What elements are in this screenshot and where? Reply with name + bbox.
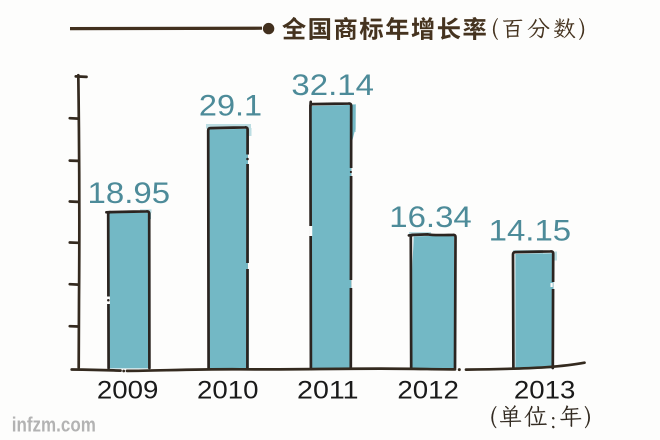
- svg-text:2009: 2009: [97, 377, 159, 405]
- svg-text:18.95: 18.95: [88, 177, 171, 210]
- svg-text:2010: 2010: [197, 377, 259, 405]
- svg-text:32.14: 32.14: [291, 69, 374, 102]
- svg-text:2013: 2013: [514, 377, 576, 405]
- svg-text:14.15: 14.15: [489, 214, 572, 247]
- svg-text:2011: 2011: [297, 377, 359, 405]
- svg-text:2012: 2012: [397, 377, 459, 405]
- svg-text:16.34: 16.34: [389, 201, 472, 234]
- svg-text:infzm.com: infzm.com: [12, 414, 96, 437]
- svg-text:29.1: 29.1: [199, 89, 262, 122]
